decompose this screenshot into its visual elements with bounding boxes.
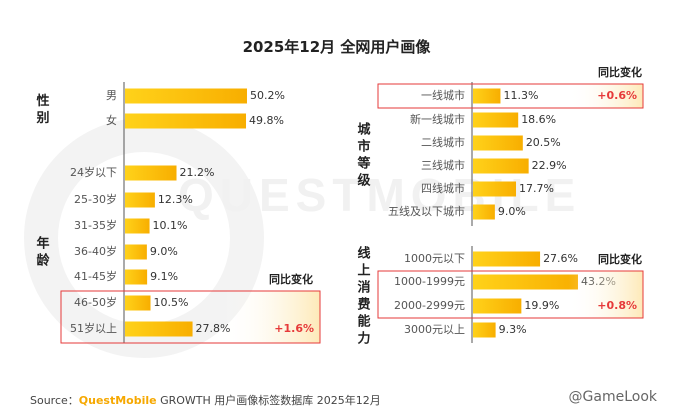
city-tick-label: 新一线城市 xyxy=(410,112,465,126)
city-tick-label: 三线城市 xyxy=(421,158,465,172)
gender-data-label: 49.8% xyxy=(249,114,284,127)
spend-tick-label: 3000元以上 xyxy=(404,323,465,336)
age-change-fade xyxy=(222,291,320,343)
city-title: 城市等级 xyxy=(356,122,371,189)
spend-change-fade xyxy=(568,271,643,318)
spend-title: 线上消费能力 xyxy=(357,246,370,347)
age-data-label: 27.8% xyxy=(196,322,231,335)
age-title: 年龄 xyxy=(36,236,50,269)
gender-tick-label: 男 xyxy=(106,89,117,102)
age-tick-label: 51岁以上 xyxy=(70,321,117,335)
city-tick-label: 一线城市 xyxy=(421,88,465,102)
age-data-label: 12.3% xyxy=(158,193,193,206)
spend-data-label: 27.6% xyxy=(543,252,578,265)
spend-tick-label: 1000元以下 xyxy=(404,252,465,265)
city-bar xyxy=(473,112,519,128)
city-tick-label: 二线城市 xyxy=(421,135,465,149)
age-tick-label: 31-35岁 xyxy=(74,218,117,232)
age-change-header: 同比变化 xyxy=(269,272,313,286)
age-tick-label: 36-40岁 xyxy=(74,244,117,258)
spend-tick-label: 2000-2999元 xyxy=(394,299,465,312)
age-tick-label: 41-45岁 xyxy=(74,269,117,283)
city-change-header: 同比变化 xyxy=(598,65,642,79)
city-change-value: +0.6% xyxy=(597,89,637,102)
age-bar xyxy=(125,321,193,337)
gender-tick-label: 女 xyxy=(106,113,117,127)
age-change-value: +1.6% xyxy=(274,322,314,335)
city-bar xyxy=(473,204,495,220)
age-bar xyxy=(125,192,155,208)
age-data-label: 10.5% xyxy=(154,296,189,309)
age-bar xyxy=(125,269,148,285)
city-data-label: 18.6% xyxy=(521,113,556,126)
age-tick-label: 25-30岁 xyxy=(74,192,117,206)
gender-bar xyxy=(125,88,247,104)
watermark-credit: @GameLook xyxy=(568,389,657,405)
city-data-label: 17.7% xyxy=(519,182,554,195)
city-change-box xyxy=(377,83,644,109)
spend-tick-label: 1000-1999元 xyxy=(394,275,465,288)
spend-bar xyxy=(473,298,522,314)
age-data-label: 10.1% xyxy=(153,219,188,232)
source-brand: QuestMobile xyxy=(78,394,157,407)
city-data-label: 22.9% xyxy=(532,159,567,172)
age-bar xyxy=(125,218,150,234)
age-tick-label: 46-50岁 xyxy=(74,295,117,309)
chart-title: 2025年12月 全网用户画像 xyxy=(242,38,431,56)
age-bar xyxy=(125,295,151,311)
city-bar xyxy=(473,88,501,104)
spend-change-header: 同比变化 xyxy=(598,252,642,266)
age-data-label: 9.0% xyxy=(150,245,178,258)
spend-data-label: 9.3% xyxy=(499,323,527,336)
city-tick-label: 四线城市 xyxy=(421,181,465,195)
city-data-label: 9.0% xyxy=(498,205,526,218)
source-text: GROWTH 用户画像标签数据库 2025年12月 xyxy=(160,394,381,407)
gender-title: 性别 xyxy=(35,93,49,126)
age-bar xyxy=(125,165,177,181)
gender-data-label: 50.2% xyxy=(250,89,285,102)
spend-change-box xyxy=(377,270,644,319)
city-bar xyxy=(473,181,517,197)
city-bar xyxy=(473,135,523,151)
city-change-fade xyxy=(568,84,643,108)
city-tick-label: 五线及以下城市 xyxy=(388,204,465,218)
age-change-box xyxy=(60,290,321,344)
spend-data-label: 19.9% xyxy=(524,299,559,312)
city-data-label: 20.5% xyxy=(526,136,561,149)
age-tick-label: 24岁以下 xyxy=(70,165,117,179)
source-label: Source： xyxy=(30,394,79,407)
spend-bar xyxy=(473,274,578,290)
age-data-label: 9.1% xyxy=(150,270,178,283)
age-data-label: 21.2% xyxy=(180,166,215,179)
spend-bar xyxy=(473,251,541,267)
source-note: Source：QuestMobile GROWTH 用户画像标签数据库 2025… xyxy=(30,392,381,408)
age-bar xyxy=(125,244,147,260)
city-bar xyxy=(473,158,529,174)
gender-bar xyxy=(125,113,247,129)
spend-bar xyxy=(473,322,496,338)
spend-change-value: +0.8% xyxy=(597,299,637,312)
city-data-label: 11.3% xyxy=(503,89,538,102)
